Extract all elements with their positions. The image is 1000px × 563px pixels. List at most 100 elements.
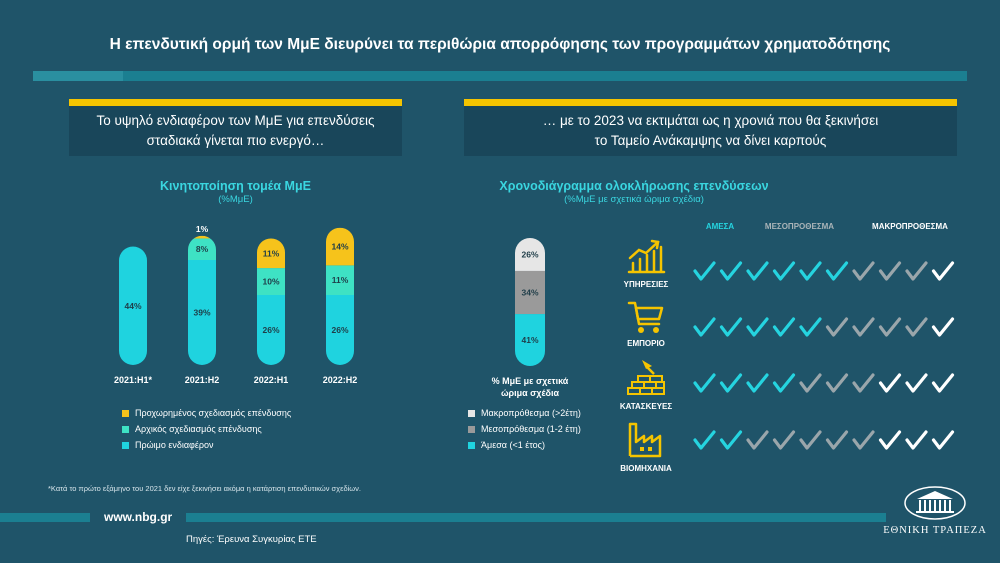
left-chart-subtitle: (%ΜμΕ) — [218, 194, 253, 205]
right-chart-subtitle: (%ΜμΕ με σχετικά ώριμα σχέδια) — [564, 194, 704, 205]
data-label-1-1: 8% — [196, 244, 209, 254]
bar-segment-3-0 — [326, 295, 354, 365]
factory-icon — [628, 422, 662, 458]
check-icon — [905, 317, 928, 337]
legend-label-advanced: Προχωρημένος σχεδιασμός επένδυσης — [135, 408, 292, 418]
check-icon — [746, 430, 769, 450]
bank-logo-icon — [904, 486, 966, 520]
check-icon — [931, 373, 955, 393]
data-label-1-2: 1% — [196, 224, 209, 234]
check-icon — [799, 373, 822, 393]
check-icon — [693, 261, 716, 281]
timeline-label-1: 34% — [521, 287, 538, 297]
timeline-label-2: 26% — [521, 249, 538, 259]
left-legend: Προχωρημένος σχεδιασμός επένδυσης Αρχικό… — [122, 408, 291, 450]
check-icon — [825, 317, 849, 337]
right-panel-bar — [464, 99, 957, 106]
left-panel-header: Το υψηλό ενδιαφέρον των ΜμΕ για επενδύσε… — [69, 99, 402, 156]
timeline-segment-0 — [515, 314, 545, 366]
stacked-pill-1 — [188, 235, 216, 365]
timeline-bar-label-line1: % ΜμΕ με σχετικά — [491, 376, 569, 386]
right-chart-title: Χρονοδιάγραμμα ολοκλήρωσης επενδύσεων — [499, 179, 769, 193]
shopping-cart-icon — [627, 301, 664, 333]
legend-item-short: Άμεσα (<1 έτος) — [468, 440, 581, 450]
brick-wall-icon — [627, 360, 665, 395]
check-icon — [878, 430, 902, 450]
data-label-3-1: 11% — [332, 275, 349, 285]
timeline-segment-1 — [515, 270, 545, 315]
legend-item-initial: Αρχικός σχεδιασμός επένδυσης — [122, 424, 291, 434]
legend-label-long: Μακροπρόθεσμα (>2έτη) — [481, 408, 581, 418]
check-icon — [746, 373, 769, 393]
checkmark-grid — [693, 261, 955, 450]
check-icon — [852, 430, 875, 450]
check-icon — [878, 317, 902, 337]
stacked-pill-3 — [326, 227, 354, 365]
title-rule — [33, 71, 967, 81]
check-icon — [931, 317, 955, 337]
data-label-0-0: 44% — [124, 301, 141, 311]
footer-url[interactable]: www.nbg.gr — [104, 510, 173, 524]
check-icon — [825, 261, 849, 281]
category-label-0: 2021:H1* — [114, 375, 153, 385]
legend-swatch-long — [468, 409, 475, 417]
check-icon — [772, 430, 796, 450]
check-icon — [905, 261, 928, 281]
check-icon — [852, 261, 875, 281]
bar-segment-0-0 — [119, 246, 147, 365]
timeline-segment-2 — [515, 238, 545, 271]
bar-segment-1-2 — [188, 235, 216, 239]
legend-label-short: Άμεσα (<1 έτος) — [481, 440, 546, 450]
category-label-1: 2021:H2 — [185, 375, 220, 385]
check-icon — [693, 430, 716, 450]
column-head-medium: ΜΕΣΟΠΡΟΘΕΣΜΑ — [764, 222, 835, 231]
timeline-bar-label: % ΜμΕ με σχετικά ώριμα σχέδια — [470, 375, 590, 399]
legend-label-initial: Αρχικός σχεδιασμός επένδυσης — [135, 424, 262, 434]
legend-swatch-short — [468, 441, 475, 449]
mobilisation-chart: 44% 2021:H1* 39% 8% 1% 2021:H2 26% 10% 11% 2022:H… — [114, 224, 358, 385]
timeline-label-0: 41% — [521, 335, 538, 345]
check-icon — [746, 317, 769, 337]
check-icon — [693, 317, 716, 337]
sector-label-industry: ΒΙΟΜΗΧΑΝΙΑ — [620, 464, 672, 473]
check-icon — [719, 317, 743, 337]
check-icon — [772, 261, 796, 281]
logo-text: ΕΘΝΙΚΗ ΤΡΑΠΕΖΑ — [883, 525, 987, 536]
legend-swatch-initial — [122, 425, 129, 433]
legend-item-medium: Μεσοπρόθεσμα (1-2 έτη) — [468, 424, 581, 434]
left-panel-bar — [69, 99, 402, 106]
title-rule-accent — [33, 71, 123, 81]
legend-swatch-early — [122, 441, 129, 449]
check-icon — [799, 261, 822, 281]
bar-segment-2-0 — [257, 295, 285, 365]
bar-segment-1-1 — [188, 238, 216, 260]
category-label-2: 2022:H1 — [254, 375, 289, 385]
growth-chart-icon — [627, 239, 666, 274]
check-icon — [719, 373, 743, 393]
legend-item-advanced: Προχωρημένος σχεδιασμός επένδυσης — [122, 408, 291, 418]
stacked-pill-0 — [119, 246, 147, 365]
category-label-3: 2022:H2 — [323, 375, 358, 385]
left-panel-line1: Το υψηλό ενδιαφέρον των ΜμΕ για επενδύσε… — [96, 113, 375, 128]
bar-segment-1-0 — [188, 260, 216, 365]
footer-source: Πηγές: Έρευνα Συγκυρίας ΕΤΕ — [186, 534, 317, 545]
left-chart-title: Κινητοποίηση τομέα ΜμΕ — [160, 179, 311, 193]
legend-item-early: Πρώιμο ενδιαφέρον — [122, 440, 291, 450]
bar-segment-3-1 — [326, 265, 354, 295]
right-panel-line1: … με το 2023 να εκτιμάται ως η χρονιά πο… — [542, 113, 879, 128]
legend-label-medium: Μεσοπρόθεσμα (1-2 έτη) — [481, 424, 581, 434]
page-title: Η επενδυτική ορμή των ΜμΕ διευρύνει τα π… — [109, 36, 891, 53]
sector-label-services: ΥΠΗΡΕΣΙΕΣ — [623, 280, 669, 289]
right-panel-line2: το Ταμείο Ανάκαμψης να δίνει καρπούς — [594, 133, 827, 148]
legend-item-long: Μακροπρόθεσμα (>2έτη) — [468, 408, 581, 418]
check-icon — [852, 317, 875, 337]
check-icon — [905, 373, 928, 393]
legend-swatch-advanced — [122, 409, 129, 417]
right-legend: Μακροπρόθεσμα (>2έτη) Μεσοπρόθεσμα (1-2 … — [468, 408, 581, 450]
data-label-1-0: 39% — [193, 308, 210, 318]
check-icon — [772, 373, 796, 393]
check-icon — [746, 261, 769, 281]
check-icon — [878, 261, 902, 281]
check-icon — [931, 430, 955, 450]
footer-rule-right — [186, 513, 886, 522]
